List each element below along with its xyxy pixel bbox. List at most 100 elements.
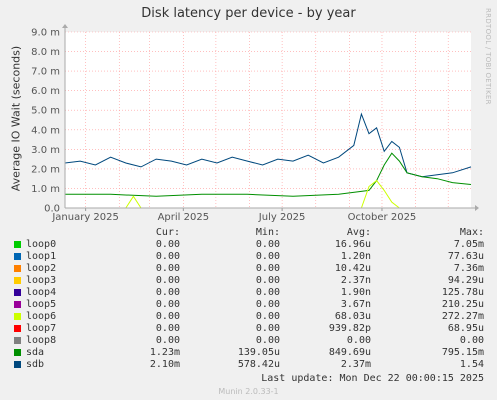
last-update-label: Last update: bbox=[261, 373, 334, 384]
legend-max: 7.36m bbox=[453, 263, 484, 274]
legend-cur: 0.00 bbox=[155, 311, 180, 322]
legend-max: 77.63u bbox=[447, 251, 484, 262]
legend-min: 0.00 bbox=[255, 299, 280, 310]
x-tick-label: July 2025 bbox=[258, 212, 306, 223]
legend-header-row: Cur: Min: Avg: Max: bbox=[0, 227, 497, 239]
y-tick-label: 1.0 m bbox=[31, 184, 60, 195]
last-update: Last update: Mon Dec 22 00:00:15 2025 bbox=[261, 373, 484, 384]
legend-cur: 0.00 bbox=[155, 263, 180, 274]
legend-swatch bbox=[14, 289, 21, 296]
legend-name: loop4 bbox=[26, 287, 57, 298]
legend-name: loop3 bbox=[26, 275, 57, 286]
legend-max: 94.29u bbox=[447, 275, 484, 286]
legend-min: 139.05u bbox=[237, 347, 280, 358]
x-tick-label: January 2025 bbox=[51, 212, 119, 223]
legend-max: 68.95u bbox=[447, 323, 484, 334]
legend-avg: 16.96u bbox=[334, 239, 371, 250]
legend-row-loop8: loop8 0.00 0.00 0.00 0.00 bbox=[0, 335, 497, 347]
legend-row-loop0: loop0 0.00 0.00 16.96u 7.05m bbox=[0, 239, 497, 251]
legend-row-sdb: sdb 2.10m 578.42u 2.37m 1.54 bbox=[0, 359, 497, 371]
legend-avg: 0.00 bbox=[346, 335, 371, 346]
legend-name: loop1 bbox=[26, 251, 57, 262]
y-tick-label: 3.0 m bbox=[31, 145, 60, 156]
legend-name: loop0 bbox=[26, 239, 57, 250]
legend-name: loop5 bbox=[26, 299, 57, 310]
legend-min: 0.00 bbox=[255, 335, 280, 346]
legend-swatch bbox=[14, 361, 21, 368]
legend-name: sdb bbox=[26, 359, 45, 370]
legend-avg: 2.37m bbox=[340, 359, 371, 370]
legend-row-loop2: loop2 0.00 0.00 10.42u 7.36m bbox=[0, 263, 497, 275]
legend-max: 0.00 bbox=[459, 335, 484, 346]
legend-max: 272.27m bbox=[441, 311, 484, 322]
last-update-value: Mon Dec 22 00:00:15 2025 bbox=[339, 373, 485, 384]
y-tick-label: 9.0 m bbox=[31, 28, 60, 39]
legend-swatch bbox=[14, 265, 21, 272]
legend-header-min: Min: bbox=[255, 227, 280, 238]
legend-swatch bbox=[14, 277, 21, 284]
plot-background bbox=[65, 32, 471, 208]
legend-max: 7.05m bbox=[453, 239, 484, 250]
legend-row-loop5: loop5 0.00 0.00 3.67n 210.25u bbox=[0, 299, 497, 311]
series-sdb-line bbox=[64, 112, 472, 178]
x-axis-arrow bbox=[475, 205, 479, 211]
legend-min: 0.00 bbox=[255, 323, 280, 334]
y-tick-label: 4.0 m bbox=[31, 125, 60, 136]
legend-cur: 0.00 bbox=[155, 299, 180, 310]
legend-avg: 10.42u bbox=[334, 263, 371, 274]
y-tick-label: 7.0 m bbox=[31, 67, 60, 78]
legend-min: 0.00 bbox=[255, 251, 280, 262]
y-tick-label: 8.0 m bbox=[31, 47, 60, 58]
legend-min: 0.00 bbox=[255, 263, 280, 274]
legend-min: 578.42u bbox=[237, 359, 280, 370]
legend-cur: 0.00 bbox=[155, 323, 180, 334]
legend-cur: 0.00 bbox=[155, 275, 180, 286]
legend-avg: 1.20n bbox=[340, 251, 371, 262]
series-loop6-line bbox=[65, 179, 471, 209]
legend-swatch bbox=[14, 253, 21, 260]
x-tick-label: April 2025 bbox=[158, 212, 209, 223]
legend-row-loop7: loop7 0.00 0.00 939.82p 68.95u bbox=[0, 323, 497, 335]
legend-header-avg: Avg: bbox=[346, 227, 371, 238]
legend-avg: 68.03u bbox=[334, 311, 371, 322]
rrdtool-watermark: RRDTOOL / TOBI OETIKER bbox=[484, 8, 492, 105]
legend-min: 0.00 bbox=[255, 275, 280, 286]
legend-swatch bbox=[14, 241, 21, 248]
legend-cur: 2.10m bbox=[149, 359, 180, 370]
x-tick-label: October 2025 bbox=[348, 212, 417, 223]
legend-cur: 1.23m bbox=[149, 347, 180, 358]
legend-row-loop6: loop6 0.00 0.00 68.03u 272.27m bbox=[0, 311, 497, 323]
y-tick-label: 5.0 m bbox=[31, 106, 60, 117]
legend-name: loop6 bbox=[26, 311, 57, 322]
munin-version: Munin 2.0.33-1 bbox=[218, 387, 279, 396]
legend-row-loop3: loop3 0.00 0.00 2.37n 94.29u bbox=[0, 275, 497, 287]
legend-min: 0.00 bbox=[255, 239, 280, 250]
legend-name: sda bbox=[26, 347, 45, 358]
legend-avg: 939.82p bbox=[328, 323, 371, 334]
legend-max: 210.25u bbox=[441, 299, 484, 310]
legend-max: 795.15m bbox=[441, 347, 484, 358]
legend-header-cur: Cur: bbox=[155, 227, 180, 238]
y-tick-label: 2.0 m bbox=[31, 164, 60, 175]
legend-row-loop4: loop4 0.00 0.00 1.90n 125.78u bbox=[0, 287, 497, 299]
legend-avg: 849.69u bbox=[328, 347, 371, 358]
legend-swatch bbox=[14, 313, 21, 320]
legend-cur: 0.00 bbox=[155, 335, 180, 346]
legend-avg: 1.90n bbox=[340, 287, 371, 298]
legend-header-max: Max: bbox=[459, 227, 484, 238]
legend-swatch bbox=[14, 337, 21, 344]
legend-max: 1.54 bbox=[459, 359, 484, 370]
legend-swatch bbox=[14, 325, 21, 332]
y-axis-arrow bbox=[62, 24, 68, 28]
legend-name: loop2 bbox=[26, 263, 57, 274]
legend-name: loop8 bbox=[26, 335, 57, 346]
legend-row-sda: sda 1.23m 139.05u 849.69u 795.15m bbox=[0, 347, 497, 359]
legend-cur: 0.00 bbox=[155, 239, 180, 250]
legend-name: loop7 bbox=[26, 323, 57, 334]
legend-cur: 0.00 bbox=[155, 251, 180, 262]
legend-avg: 2.37n bbox=[340, 275, 371, 286]
y-tick-label: 0.0 bbox=[44, 204, 60, 215]
legend-cur: 0.00 bbox=[155, 287, 180, 298]
legend-swatch bbox=[14, 349, 21, 356]
